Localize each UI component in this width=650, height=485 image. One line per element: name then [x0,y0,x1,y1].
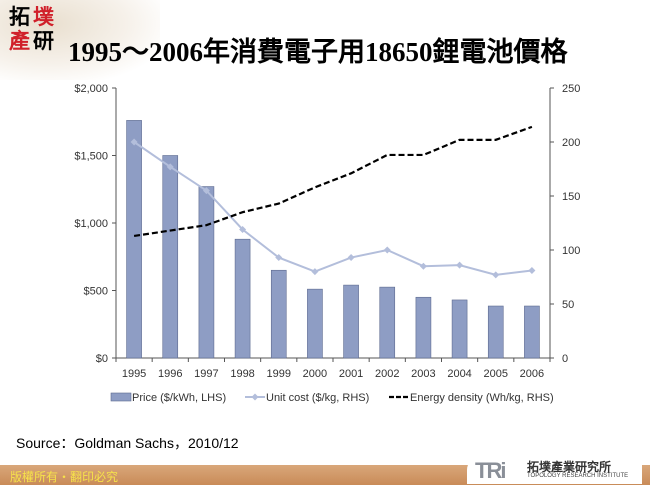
unit-cost-point [202,187,210,195]
legend-label-energy-density: Energy density (Wh/kg, RHS) [410,392,554,404]
unit-cost-point [166,163,174,171]
price-bar [524,305,540,359]
x-tick-label: 1996 [158,368,182,380]
org-name-en: TOPOLOGY RESEARCH INSTITUTE [527,473,629,479]
price-bar [234,238,251,359]
x-tick-label: 2003 [411,368,435,380]
logo-char: 拓 [9,5,30,29]
right-tick-label: 0 [562,353,568,365]
price-bar [198,186,215,359]
energy-density-line [133,125,533,238]
source-note: Source：Goldman Sachs，2010/12 [16,435,239,451]
price-bar [487,305,504,359]
right-tick-label: 200 [562,137,580,149]
header-background [0,0,160,80]
x-tick-label: 2004 [447,368,471,380]
x-tick-label: 1995 [122,368,146,380]
unit-cost-point [528,267,536,275]
left-tick-label: $2,000 [74,83,108,95]
legend-label-price: Price ($/kWh, LHS) [132,392,226,404]
unit-cost-point [311,268,319,276]
legend-swatch-price [110,392,132,402]
x-tick-label: 2000 [303,368,327,380]
price-bar [126,120,142,359]
copyright-text: 版權所有‧翻印必究 [10,470,119,484]
page-title: 1995～2006年消費電子用18650鋰電池價格 [68,37,568,67]
price-bar [379,286,396,359]
x-tick-label: 2005 [484,368,508,380]
org-mark: TRi [475,458,506,483]
org-name-cn: 拓墣產業研究所 [527,460,612,474]
unit-cost-point [275,254,283,262]
logo-char: 研 [33,29,54,53]
org-logo: TRi 拓墣產業研究所 TOPOLOGY RESEARCH INSTITUTE [467,456,642,484]
price-bar [343,284,359,359]
price-bar [307,288,323,359]
chart: $0 $500 $1,000 $1,500 $2,000 0 50 100 150 200 250 1… [74,83,580,404]
unit-cost-point [383,246,391,254]
price-bar [270,269,287,359]
unit-cost-point [130,138,138,146]
price-bar [415,296,432,359]
x-tick-label: 1997 [194,368,218,380]
x-tick-label: 1999 [267,368,291,380]
unit-cost-line [133,141,533,276]
unit-cost-point [492,271,500,279]
price-bar [162,155,179,359]
legend-label-unit-cost: Unit cost ($/kg, RHS) [266,392,369,404]
logo: 拓 墣 產 研 [9,6,61,54]
unit-cost-point [456,261,464,269]
right-tick-label: 250 [562,83,580,95]
unit-cost-point [239,225,247,233]
left-tick-label: $0 [96,353,108,365]
x-tick-label: 1998 [230,368,254,380]
logo-char: 墣 [33,5,54,29]
logo-char: 產 [9,29,30,53]
price-bar [451,299,468,359]
unit-cost-point [347,254,355,262]
left-tick-label: $1,500 [74,151,108,163]
x-tick-label: 2006 [520,368,544,380]
x-tick-label: 2002 [375,368,399,380]
right-tick-label: 150 [562,191,580,203]
right-tick-label: 50 [562,299,574,311]
left-tick-label: $500 [84,286,108,298]
legend-marker-unit-cost [251,393,259,401]
unit-cost-point [419,262,427,270]
right-tick-label: 100 [562,245,580,257]
left-tick-label: $1,000 [74,218,108,230]
x-tick-label: 2001 [339,368,363,380]
